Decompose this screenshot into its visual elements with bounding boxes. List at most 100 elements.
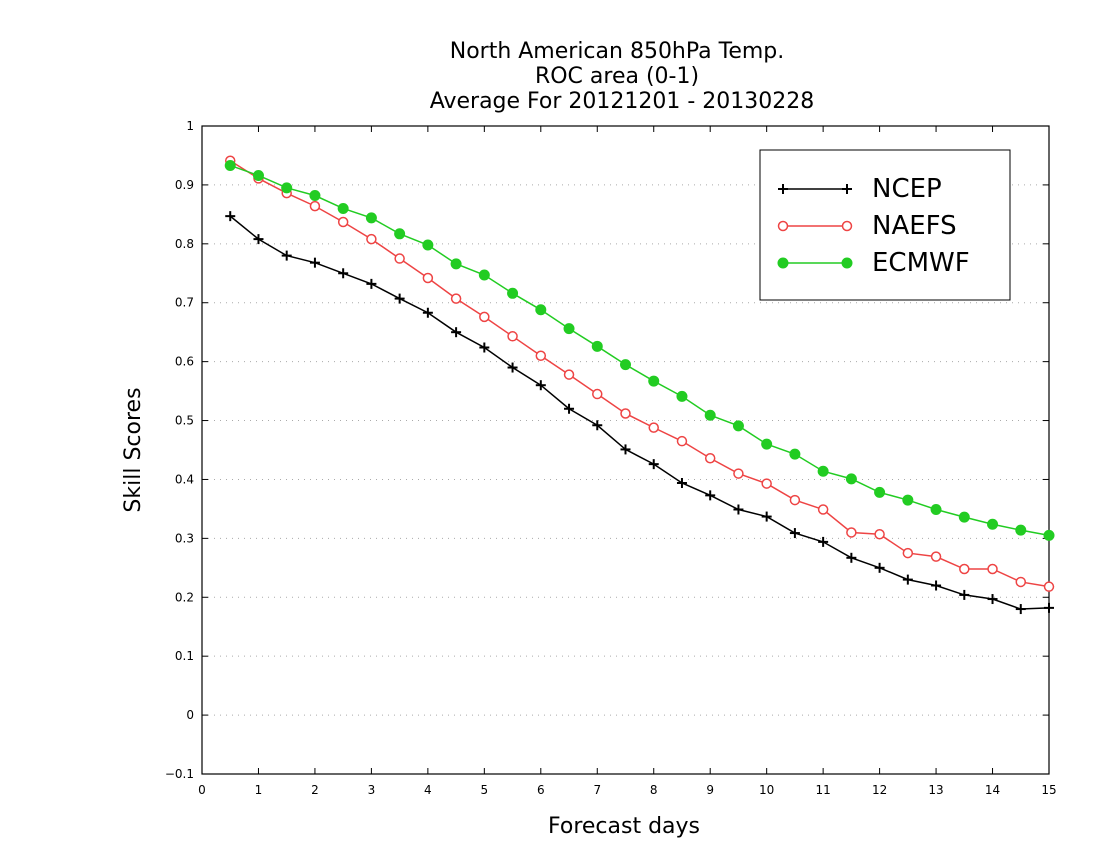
series-naefs: [224, 155, 1055, 592]
data-point-ecmwf: [789, 448, 801, 460]
data-point-naefs: [366, 233, 377, 245]
data-point-ncep: [676, 477, 687, 488]
y-tick-label: 0.9: [175, 178, 194, 192]
legend-marker-ecmwf: [841, 257, 853, 269]
y-tick-label: 0.2: [175, 590, 194, 604]
data-point-ncep: [902, 574, 913, 585]
data-point-ncep: [620, 444, 631, 455]
data-point-ncep: [394, 293, 405, 304]
data-point-naefs: [959, 563, 970, 575]
data-point-ecmwf: [958, 511, 970, 523]
legend-marker-ncep: [778, 184, 788, 194]
chart-title-line-2: ROC area (0-1): [535, 64, 699, 89]
x-tick-label: 6: [537, 783, 545, 797]
chart-title-line-3: Average For 20121201 - 20130228: [430, 89, 815, 114]
legend-label-ecmwf: ECMWF: [872, 248, 970, 278]
data-point-ecmwf: [535, 304, 547, 316]
legend-box: [759, 149, 1011, 301]
data-point-naefs: [563, 369, 575, 380]
data-point-ncep: [761, 511, 772, 522]
data-point-ecmwf: [761, 438, 773, 450]
x-axis-label: Forecast days: [548, 814, 700, 839]
data-point-ecmwf: [281, 182, 293, 194]
data-point-naefs: [789, 494, 801, 506]
data-point-ncep: [705, 490, 716, 501]
data-point-ncep: [959, 589, 970, 600]
series-ncep: [225, 211, 1054, 615]
data-point-ecmwf: [365, 212, 377, 224]
data-point-naefs: [1015, 576, 1027, 588]
legend-label-ncep: NCEP: [872, 174, 942, 204]
y-tick-label: 0.1: [175, 649, 194, 663]
data-point-naefs: [620, 408, 631, 419]
y-tick-label: 0.7: [175, 296, 194, 310]
data-point-naefs: [309, 200, 321, 212]
data-point-ecmwf: [845, 473, 857, 485]
legend-samples: [777, 184, 853, 269]
data-point-ecmwf: [704, 409, 716, 421]
data-point-ncep: [733, 504, 744, 515]
data-point-ncep: [422, 307, 433, 318]
data-point-naefs: [1043, 581, 1055, 592]
data-point-ecmwf: [224, 159, 236, 171]
x-tick-label: 2: [311, 783, 319, 797]
data-point-ecmwf: [507, 287, 519, 299]
y-tick-label: 0: [186, 708, 194, 722]
data-point-naefs: [930, 551, 942, 562]
data-point-naefs: [648, 422, 659, 433]
data-point-naefs: [337, 216, 349, 228]
data-point-ncep: [366, 278, 377, 289]
data-point-ncep: [338, 268, 349, 279]
data-point-naefs: [507, 331, 518, 342]
plot-frame: [201, 125, 1050, 775]
data-point-ncep: [451, 327, 462, 338]
y-tick-label: 1: [186, 119, 194, 133]
data-point-ecmwf: [478, 269, 490, 281]
data-point-naefs: [817, 504, 829, 515]
data-point-ncep: [648, 459, 659, 470]
data-point-ncep: [874, 562, 885, 573]
data-point-ecmwf: [874, 486, 886, 498]
data-point-naefs: [902, 547, 914, 559]
data-point-ecmwf: [902, 494, 914, 506]
data-point-ncep: [592, 420, 603, 431]
data-point-ncep: [564, 403, 575, 414]
data-point-ecmwf: [394, 228, 406, 240]
x-tick-label: 11: [815, 783, 830, 797]
data-point-ncep: [225, 211, 236, 222]
data-point-ncep: [987, 594, 998, 605]
data-point-ncep: [507, 362, 518, 373]
data-point-naefs: [422, 272, 434, 284]
chart-title-line-1: North American 850hPa Temp.: [450, 39, 785, 64]
y-tick-label: 0.3: [175, 531, 194, 545]
data-point-naefs: [761, 478, 772, 489]
legend-marker-ecmwf: [777, 257, 789, 269]
y-tick-label: 0.6: [175, 355, 194, 369]
data-point-naefs: [846, 527, 857, 538]
data-point-ecmwf: [309, 190, 321, 202]
data-point-ncep: [818, 536, 829, 547]
x-tick-label: 15: [1041, 783, 1056, 797]
legend-marker-naefs: [841, 220, 853, 232]
data-point-naefs: [592, 388, 603, 400]
data-point-ecmwf: [563, 323, 575, 335]
data-point-naefs: [874, 528, 885, 540]
legend: NCEP NAEFS ECMWF: [759, 149, 1011, 301]
y-tick-label: −0.1: [165, 767, 194, 781]
x-tick-label: 1: [255, 783, 263, 797]
data-point-naefs: [394, 253, 405, 264]
data-point-naefs: [479, 311, 490, 323]
x-tick-label: 3: [368, 783, 376, 797]
data-point-ecmwf: [930, 503, 942, 515]
data-point-ecmwf: [1043, 529, 1055, 541]
data-point-ecmwf: [252, 169, 264, 181]
axis-ticks: −0.100.10.20.30.40.50.60.70.80.910 1 2 3 4 5 6…: [165, 119, 1057, 797]
data-point-naefs: [987, 563, 998, 575]
data-point-ecmwf: [591, 340, 603, 352]
y-axis-label: Skill Scores: [121, 387, 146, 512]
data-point-ecmwf: [337, 202, 349, 214]
data-point-ncep: [846, 552, 857, 563]
data-point-ncep: [253, 234, 264, 245]
data-point-naefs: [450, 293, 462, 304]
